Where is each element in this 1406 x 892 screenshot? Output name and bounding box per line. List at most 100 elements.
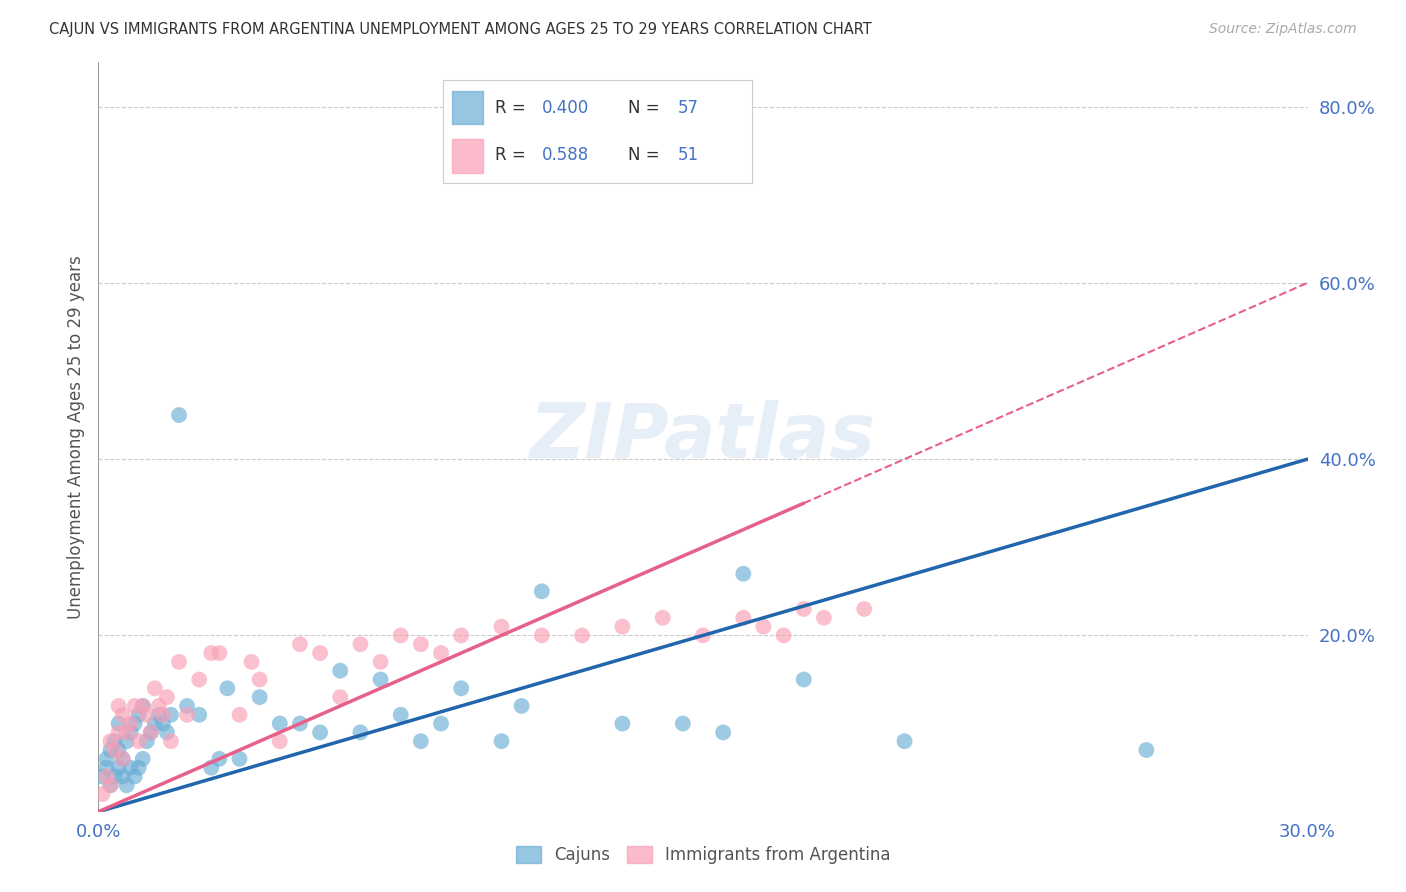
Point	[139, 725, 162, 739]
Point	[692, 628, 714, 642]
Point	[107, 725, 129, 739]
Point	[107, 698, 129, 713]
Point	[249, 673, 271, 687]
Point	[389, 628, 412, 642]
Y-axis label: Unemployment Among Ages 25 to 29 years: Unemployment Among Ages 25 to 29 years	[66, 255, 84, 619]
Text: 51: 51	[678, 146, 699, 164]
Point	[240, 655, 263, 669]
Point	[107, 716, 129, 731]
Point	[128, 761, 150, 775]
Point	[124, 698, 146, 713]
Point	[612, 619, 634, 633]
Point	[450, 681, 472, 696]
Point	[100, 734, 122, 748]
Point	[115, 778, 138, 792]
Point	[103, 734, 125, 748]
Point	[772, 628, 794, 642]
Text: N =: N =	[628, 146, 665, 164]
Point	[893, 734, 915, 748]
Point	[208, 752, 231, 766]
Text: Source: ZipAtlas.com: Source: ZipAtlas.com	[1209, 22, 1357, 37]
Point	[120, 716, 142, 731]
Text: R =: R =	[495, 146, 531, 164]
Point	[124, 769, 146, 783]
Point	[124, 716, 146, 731]
Point	[132, 698, 155, 713]
Text: ZIPatlas: ZIPatlas	[530, 401, 876, 474]
Point	[167, 655, 190, 669]
Point	[111, 752, 134, 766]
Point	[733, 566, 755, 581]
Point	[111, 769, 134, 783]
Point	[120, 725, 142, 739]
Point	[409, 637, 432, 651]
Point	[672, 716, 695, 731]
Text: R =: R =	[495, 99, 531, 117]
Point	[217, 681, 239, 696]
Point	[152, 707, 174, 722]
Point	[269, 716, 291, 731]
Point	[156, 690, 179, 705]
Point	[793, 602, 815, 616]
Point	[96, 752, 118, 766]
Point	[103, 743, 125, 757]
Point	[156, 725, 179, 739]
Point	[200, 646, 222, 660]
Point	[148, 698, 170, 713]
Point	[100, 778, 122, 792]
Point	[571, 628, 593, 642]
Point	[176, 698, 198, 713]
Point	[132, 752, 155, 766]
Point	[128, 734, 150, 748]
Point	[188, 707, 211, 722]
Point	[1135, 743, 1157, 757]
Point	[711, 725, 734, 739]
Point	[228, 707, 250, 722]
Text: 0.400: 0.400	[541, 99, 589, 117]
Point	[309, 646, 332, 660]
Point	[111, 752, 134, 766]
Point	[329, 664, 352, 678]
Point	[288, 637, 311, 651]
Point	[370, 673, 392, 687]
Point	[91, 769, 114, 783]
Point	[329, 690, 352, 705]
Point	[91, 787, 114, 801]
Point	[132, 698, 155, 713]
Point	[530, 584, 553, 599]
Point	[430, 646, 453, 660]
Point	[111, 707, 134, 722]
Point	[188, 673, 211, 687]
Point	[249, 690, 271, 705]
Point	[135, 734, 157, 748]
Point	[389, 707, 412, 722]
Point	[853, 602, 876, 616]
Point	[450, 628, 472, 642]
Point	[349, 725, 371, 739]
Point	[409, 734, 432, 748]
Point	[135, 707, 157, 722]
Point	[752, 619, 775, 633]
Point	[103, 769, 125, 783]
Point	[139, 725, 162, 739]
Point	[269, 734, 291, 748]
Point	[160, 734, 183, 748]
Bar	[453, 91, 484, 124]
Point	[176, 707, 198, 722]
Point	[120, 761, 142, 775]
Text: 0.588: 0.588	[541, 146, 589, 164]
Point	[309, 725, 332, 739]
Point	[228, 752, 250, 766]
Legend: Cajuns, Immigrants from Argentina: Cajuns, Immigrants from Argentina	[509, 839, 897, 871]
Point	[143, 681, 166, 696]
Text: N =: N =	[628, 99, 665, 117]
Point	[530, 628, 553, 642]
Point	[143, 716, 166, 731]
Point	[107, 743, 129, 757]
Point	[160, 707, 183, 722]
Point	[813, 611, 835, 625]
Point	[430, 716, 453, 731]
Point	[370, 655, 392, 669]
Point	[100, 778, 122, 792]
Text: CAJUN VS IMMIGRANTS FROM ARGENTINA UNEMPLOYMENT AMONG AGES 25 TO 29 YEARS CORREL: CAJUN VS IMMIGRANTS FROM ARGENTINA UNEMP…	[49, 22, 872, 37]
